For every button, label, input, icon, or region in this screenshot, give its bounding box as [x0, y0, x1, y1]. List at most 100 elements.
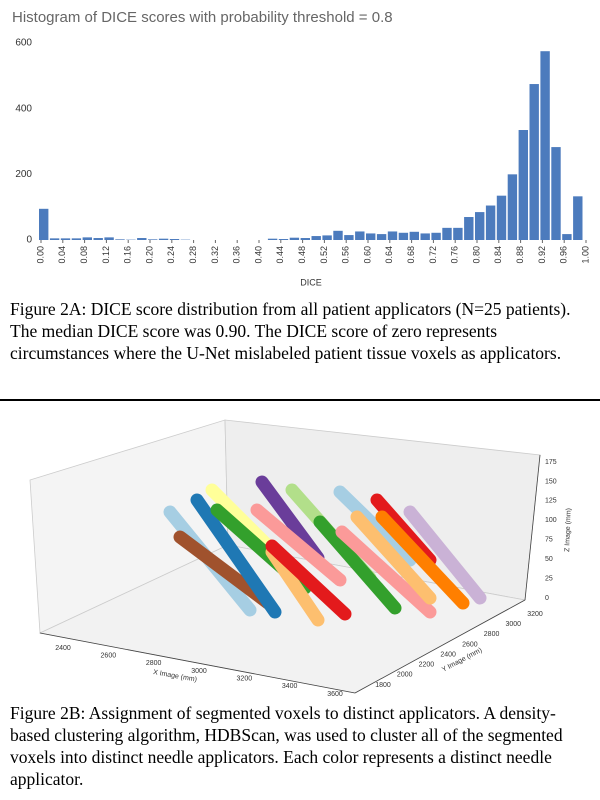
y-tick-label-3d: 3200	[527, 611, 543, 618]
x-tick-label: 0.28	[188, 246, 198, 264]
x-tick-label: 0.88	[515, 246, 525, 264]
applicator-clusters	[163, 475, 487, 627]
x-tick-label-3d: 3600	[327, 691, 343, 698]
bar	[376, 234, 387, 240]
y-tick-label: 400	[15, 103, 32, 114]
x-tick-label: 0.64	[384, 246, 394, 264]
bar	[529, 84, 539, 241]
bar	[71, 238, 82, 240]
cluster	[350, 510, 437, 605]
bar	[289, 237, 300, 240]
z-tick-label-3d: 50	[545, 556, 553, 563]
x-tick-label: 0.40	[253, 246, 263, 264]
cluster	[265, 539, 352, 621]
bar	[496, 195, 507, 240]
x-tick-label: 0.24	[166, 246, 176, 264]
bar	[409, 231, 419, 240]
cluster	[313, 515, 402, 615]
z-tick-label-3d: 175	[545, 459, 557, 466]
z-tick-label-3d: 75	[545, 537, 553, 544]
bar	[49, 238, 60, 240]
cluster	[265, 545, 325, 627]
y-tick-label-3d: 3000	[505, 621, 521, 628]
bar	[507, 174, 518, 240]
bar	[322, 235, 332, 240]
bar	[39, 208, 49, 240]
chart-title: Histogram of DICE scores with probabilit…	[12, 9, 393, 26]
bar	[387, 231, 398, 240]
bar	[311, 236, 321, 240]
bar	[551, 147, 561, 240]
x-tick-label: 0.56	[341, 246, 351, 264]
x-tick-label: 0.12	[101, 246, 111, 264]
bar	[93, 238, 103, 240]
x-tick-label: 0.32	[210, 246, 220, 264]
x-axis	[39, 632, 356, 694]
cluster	[333, 485, 417, 567]
bar	[333, 230, 343, 240]
x-tick-label-3d: 3400	[282, 683, 298, 690]
x-tick-label: 0.52	[319, 246, 329, 264]
bar	[518, 130, 528, 240]
cluster	[335, 525, 437, 619]
x-tick-label: 0.04	[57, 246, 67, 264]
z-axis-label-3d: Z Image (mm)	[564, 508, 573, 552]
z-tick-label-3d: 25	[545, 575, 553, 582]
z-tick-label-3d: 150	[545, 478, 557, 485]
y-tick-label: 600	[15, 38, 32, 49]
x-tick-label: 0.80	[471, 246, 481, 264]
bar	[278, 239, 289, 240]
y-tick-label-3d: 1800	[375, 682, 391, 689]
cluster	[375, 510, 470, 610]
bar	[366, 233, 376, 240]
x-tick-label: 0.08	[79, 246, 89, 264]
bar	[344, 235, 354, 240]
bar	[104, 237, 114, 240]
x-tick-label-3d: 2400	[55, 645, 71, 652]
x-axis-label: DICE	[300, 277, 322, 287]
bar	[398, 232, 409, 240]
x-tick-label: 0.96	[559, 246, 569, 264]
bar	[82, 237, 92, 240]
bar	[431, 232, 441, 240]
bar	[148, 239, 158, 240]
bar	[267, 238, 278, 240]
y-tick-label-3d: 2600	[462, 641, 478, 648]
y-tick-label-3d: 2000	[397, 672, 413, 679]
bar	[300, 238, 310, 240]
bar	[442, 227, 452, 240]
x-tick-label: 0.16	[123, 246, 133, 264]
x-tick-label: 0.60	[362, 246, 372, 264]
y-tick-label-3d: 2800	[484, 631, 500, 638]
bar	[355, 231, 365, 240]
bar	[464, 217, 474, 240]
z-tick-label-3d: 100	[545, 517, 557, 524]
x-tick-label: 0.76	[450, 246, 460, 264]
cluster	[250, 503, 347, 587]
z-tick-label-3d: 0	[545, 595, 549, 602]
x-tick-label: 0.44	[275, 246, 285, 264]
x-tick-label: 0.68	[406, 246, 416, 264]
x-tick-label: 0.84	[493, 246, 503, 264]
y-axis	[354, 599, 526, 694]
cluster	[190, 493, 282, 619]
bar	[169, 239, 180, 240]
bar	[540, 51, 550, 241]
z-tick-label-3d: 125	[545, 498, 557, 505]
x-tick-label: 0.92	[537, 246, 547, 264]
x-tick-label-3d: 2600	[101, 653, 117, 660]
y-tick-label-3d: 2400	[440, 651, 456, 658]
bar	[137, 238, 147, 240]
x-tick-label-3d: 3000	[191, 668, 207, 675]
figure-2a-caption: Figure 2A: DICE score distribution from …	[10, 299, 571, 363]
bar	[453, 227, 463, 240]
figure-2b-caption: Figure 2B: Assignment of segmented voxel…	[10, 703, 563, 789]
x-tick-label-3d: 3200	[237, 676, 253, 683]
x-tick-label: 1.00	[580, 246, 590, 264]
x-tick-label: 0.00	[35, 246, 45, 264]
bar	[475, 212, 485, 240]
x-tick-label-3d: 2800	[146, 660, 162, 667]
y-tick-label-3d: 2200	[419, 662, 435, 669]
